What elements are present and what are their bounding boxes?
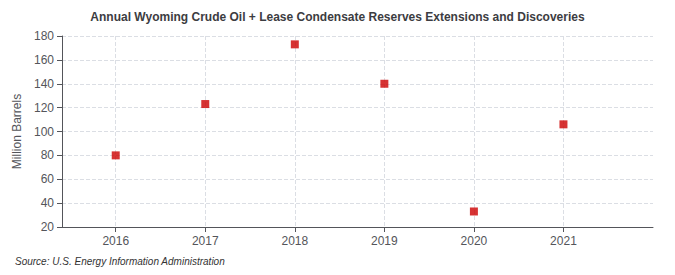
svg-text:140: 140 xyxy=(34,77,54,91)
svg-text:Source: U.S. Energy Informatio: Source: U.S. Energy Information Administ… xyxy=(15,256,225,267)
svg-text:2020: 2020 xyxy=(461,234,488,248)
svg-text:2021: 2021 xyxy=(550,234,577,248)
svg-text:Annual Wyoming Crude Oil + Lea: Annual Wyoming Crude Oil + Lease Condens… xyxy=(90,10,585,24)
svg-text:20: 20 xyxy=(41,220,55,234)
svg-text:2016: 2016 xyxy=(102,234,129,248)
svg-text:180: 180 xyxy=(34,29,54,43)
svg-text:2019: 2019 xyxy=(371,234,398,248)
svg-text:Million Barrels: Million Barrels xyxy=(10,94,24,169)
svg-text:60: 60 xyxy=(41,172,55,186)
svg-text:160: 160 xyxy=(34,53,54,67)
svg-text:2018: 2018 xyxy=(281,234,308,248)
svg-text:120: 120 xyxy=(34,101,54,115)
svg-text:80: 80 xyxy=(41,148,55,162)
svg-text:100: 100 xyxy=(34,125,54,139)
svg-text:40: 40 xyxy=(41,196,55,210)
svg-text:2017: 2017 xyxy=(192,234,219,248)
